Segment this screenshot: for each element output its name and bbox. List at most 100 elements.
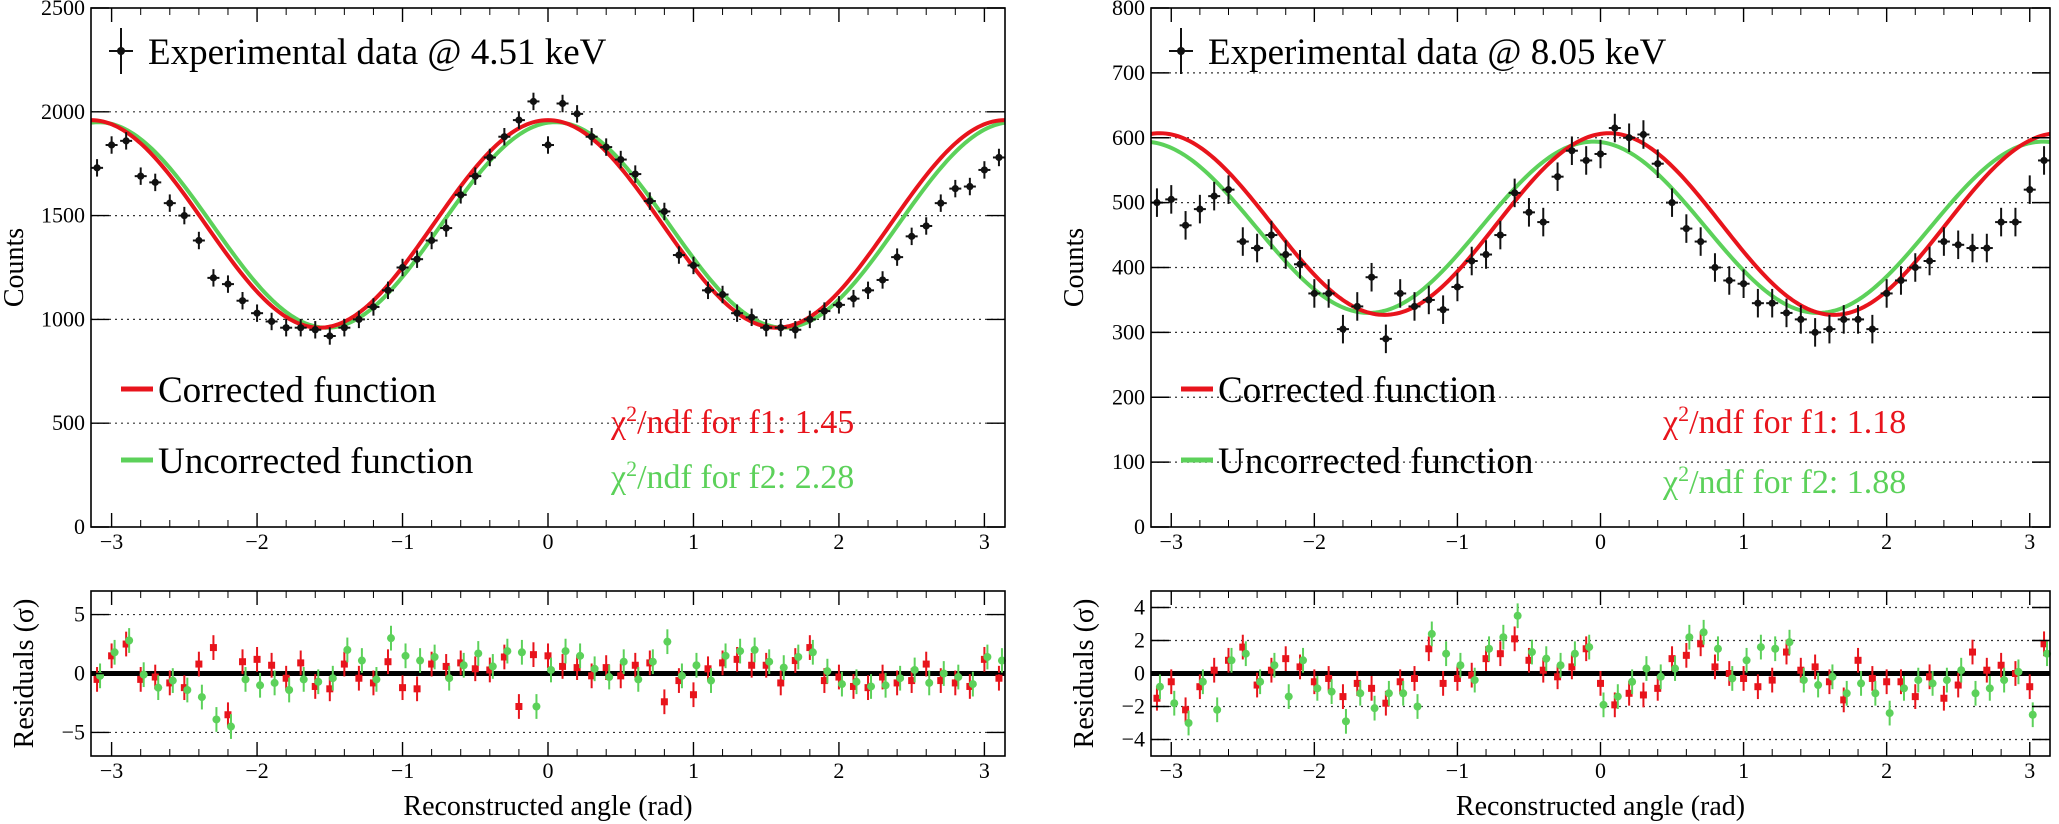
- panel-left-data-point: [440, 219, 453, 237]
- panel-right-data-point: [1666, 188, 1679, 217]
- panel-right-data-point: [1995, 207, 2008, 237]
- panel-right-resid-uncorrected-point: [1671, 656, 1680, 681]
- panel-left-resid-uncorrected-point: [270, 670, 279, 696]
- panel-right-resid-uncorrected-marker: [1857, 679, 1866, 688]
- panel-right-resid-uncorrected-marker: [1871, 689, 1880, 698]
- panel-right-data-point: [1923, 246, 1936, 276]
- panel-right-resid-uncorrected-point: [1828, 664, 1837, 690]
- panel-right-resid-uncorrected-marker: [1413, 702, 1422, 711]
- panel-right-resid-uncorrected-marker: [1914, 676, 1923, 685]
- panel-right-chi2-f1: χ2/ndf for f1: 1.18: [1662, 401, 1906, 442]
- panel-right-data-point: [1179, 211, 1192, 240]
- panel-left-data-point: [949, 179, 962, 198]
- panel-right-data-point: [1322, 279, 1335, 308]
- panel-right-resid-corrected-marker: [1382, 699, 1390, 707]
- panel-right-data-point: [1408, 292, 1421, 321]
- panel-right-data-marker: [1353, 302, 1361, 311]
- panel-left-resid-uncorrected-point: [110, 639, 119, 665]
- panel-left-resid-corrected-point: [893, 670, 901, 696]
- panel-right-resid-corrected-marker: [1954, 681, 1962, 689]
- panel-right-data-marker: [1754, 299, 1762, 307]
- panel-left-resid-uncorrected-marker: [590, 664, 599, 673]
- panel-left-resid-uncorrected-marker: [736, 647, 745, 656]
- panel-right-resid-corrected-point: [1453, 666, 1461, 691]
- panel-right-resid-uncorrected-marker: [1685, 633, 1694, 642]
- panel-right-resid-corrected-point: [1439, 671, 1447, 696]
- panel-left-resid-uncorrected-marker: [881, 681, 890, 690]
- panel-left-data-point: [367, 298, 380, 316]
- panel-right-data-marker: [1768, 299, 1776, 307]
- panel-right-data-marker: [1539, 218, 1547, 226]
- panel-left-data-point: [891, 248, 904, 266]
- panel-right-resid-corrected-marker: [1868, 674, 1876, 682]
- panel-right-data-point: [1780, 298, 1793, 328]
- panel-right-resid-corrected-marker: [1883, 678, 1891, 686]
- panel-left-data-marker: [922, 222, 930, 230]
- panel-right-resid-corrected-point: [1597, 671, 1604, 696]
- panel-right-data-marker: [1782, 309, 1791, 317]
- panel-right-resid-uncorrected-marker: [1542, 654, 1551, 663]
- panel-left-resid-uncorrected-point: [692, 652, 701, 678]
- panel-right-resid-uncorrected-point: [1256, 669, 1265, 695]
- panel-right-data-marker: [1625, 134, 1633, 142]
- panel-right-main-xtick-label: 1: [1738, 529, 1749, 554]
- panel-right-legend-corrected: Corrected function: [1181, 370, 1496, 411]
- panel-left-resid-ytick-label: −5: [62, 719, 85, 744]
- panel-left-resid-corrected-marker: [544, 652, 552, 660]
- panel-right-resid-uncorrected-point: [1241, 641, 1250, 667]
- panel-left-data-marker: [515, 116, 523, 124]
- panel-left-data-point: [978, 161, 991, 179]
- panel-left-data-marker: [748, 313, 756, 321]
- panel-right-resid-uncorrected-marker: [1399, 689, 1408, 698]
- panel-left-resid-corrected-marker: [282, 674, 290, 682]
- panel-left-data-marker: [660, 207, 668, 216]
- panel-left-data-marker: [835, 301, 843, 309]
- panel-right-resid-uncorrected-marker: [1198, 677, 1207, 686]
- panel-right-data-point: [1794, 305, 1807, 334]
- panel-left-resid-uncorrected-marker: [677, 671, 686, 680]
- panel-right-data-point: [1222, 175, 1235, 204]
- panel-right-resid-uncorrected-point: [1284, 684, 1293, 709]
- panel-left-resid-uncorrected-point: [808, 639, 817, 665]
- panel-left-resid-corrected-point: [93, 667, 101, 692]
- panel-left-resid-uncorrected-point: [488, 654, 497, 679]
- panel-right-resid-uncorrected-point: [1785, 629, 1794, 655]
- panel-right-main-ytick-label: 300: [1112, 319, 1145, 344]
- panel-left-resid-uncorrected-point: [794, 644, 803, 670]
- panel-left-resid-uncorrected-point: [430, 644, 439, 670]
- panel-left-resid-uncorrected-point: [663, 629, 672, 655]
- panel-left-data-point: [280, 318, 293, 337]
- panel-left-data-point: [178, 206, 191, 225]
- panel-right-resid-uncorrected-point: [1842, 680, 1851, 706]
- panel-right-data-point: [1394, 279, 1407, 308]
- panel-left-resid-uncorrected-marker: [270, 678, 279, 687]
- panel-right-resid-corrected-marker: [1496, 650, 1504, 658]
- panel-left-data-marker: [762, 324, 770, 332]
- panel-right-resid-corrected-point: [1825, 669, 1833, 695]
- panel-right-data-point: [1565, 136, 1578, 165]
- panel-right-data-point: [1880, 279, 1893, 308]
- panel-right-resid-corrected-point: [1425, 636, 1433, 662]
- panel-left-resid-uncorrected-point: [605, 664, 614, 690]
- panel-left-resid-xtick-label: 3: [979, 758, 990, 783]
- panel-left-resid-uncorrected-point: [648, 649, 657, 675]
- panel-right-data-marker: [1496, 231, 1504, 239]
- panel-right-data-marker: [1367, 273, 1376, 281]
- panel-right-resid-uncorrected-marker: [1299, 656, 1308, 665]
- panel-left-main-ytick-label: 2000: [41, 99, 85, 124]
- panel-right-resid-uncorrected-marker: [1384, 689, 1393, 698]
- panel-left-resid-corrected-point: [282, 665, 290, 691]
- panel-left-resid-corrected-marker: [660, 698, 668, 706]
- panel-right-data-point: [2038, 146, 2051, 175]
- panel-right-resid-corrected-marker: [1482, 655, 1490, 663]
- panel-right-data-point: [1508, 178, 1521, 208]
- panel-left-resid-corrected-point: [806, 635, 814, 660]
- panel-left-resid-corrected-point: [995, 665, 1003, 691]
- panel-right-main-ytick-label: 0: [1134, 514, 1145, 539]
- panel-right-data-point: [1551, 162, 1564, 191]
- panel-right-resid-corrected-marker: [1797, 666, 1805, 674]
- panel-left-resid-uncorrected-marker: [386, 634, 395, 643]
- panel-right-resid-ytick-label: −4: [1122, 727, 1145, 752]
- panel-right-resid-uncorrected-point: [2014, 659, 2023, 685]
- panel-left-resid-corrected-point: [704, 656, 712, 682]
